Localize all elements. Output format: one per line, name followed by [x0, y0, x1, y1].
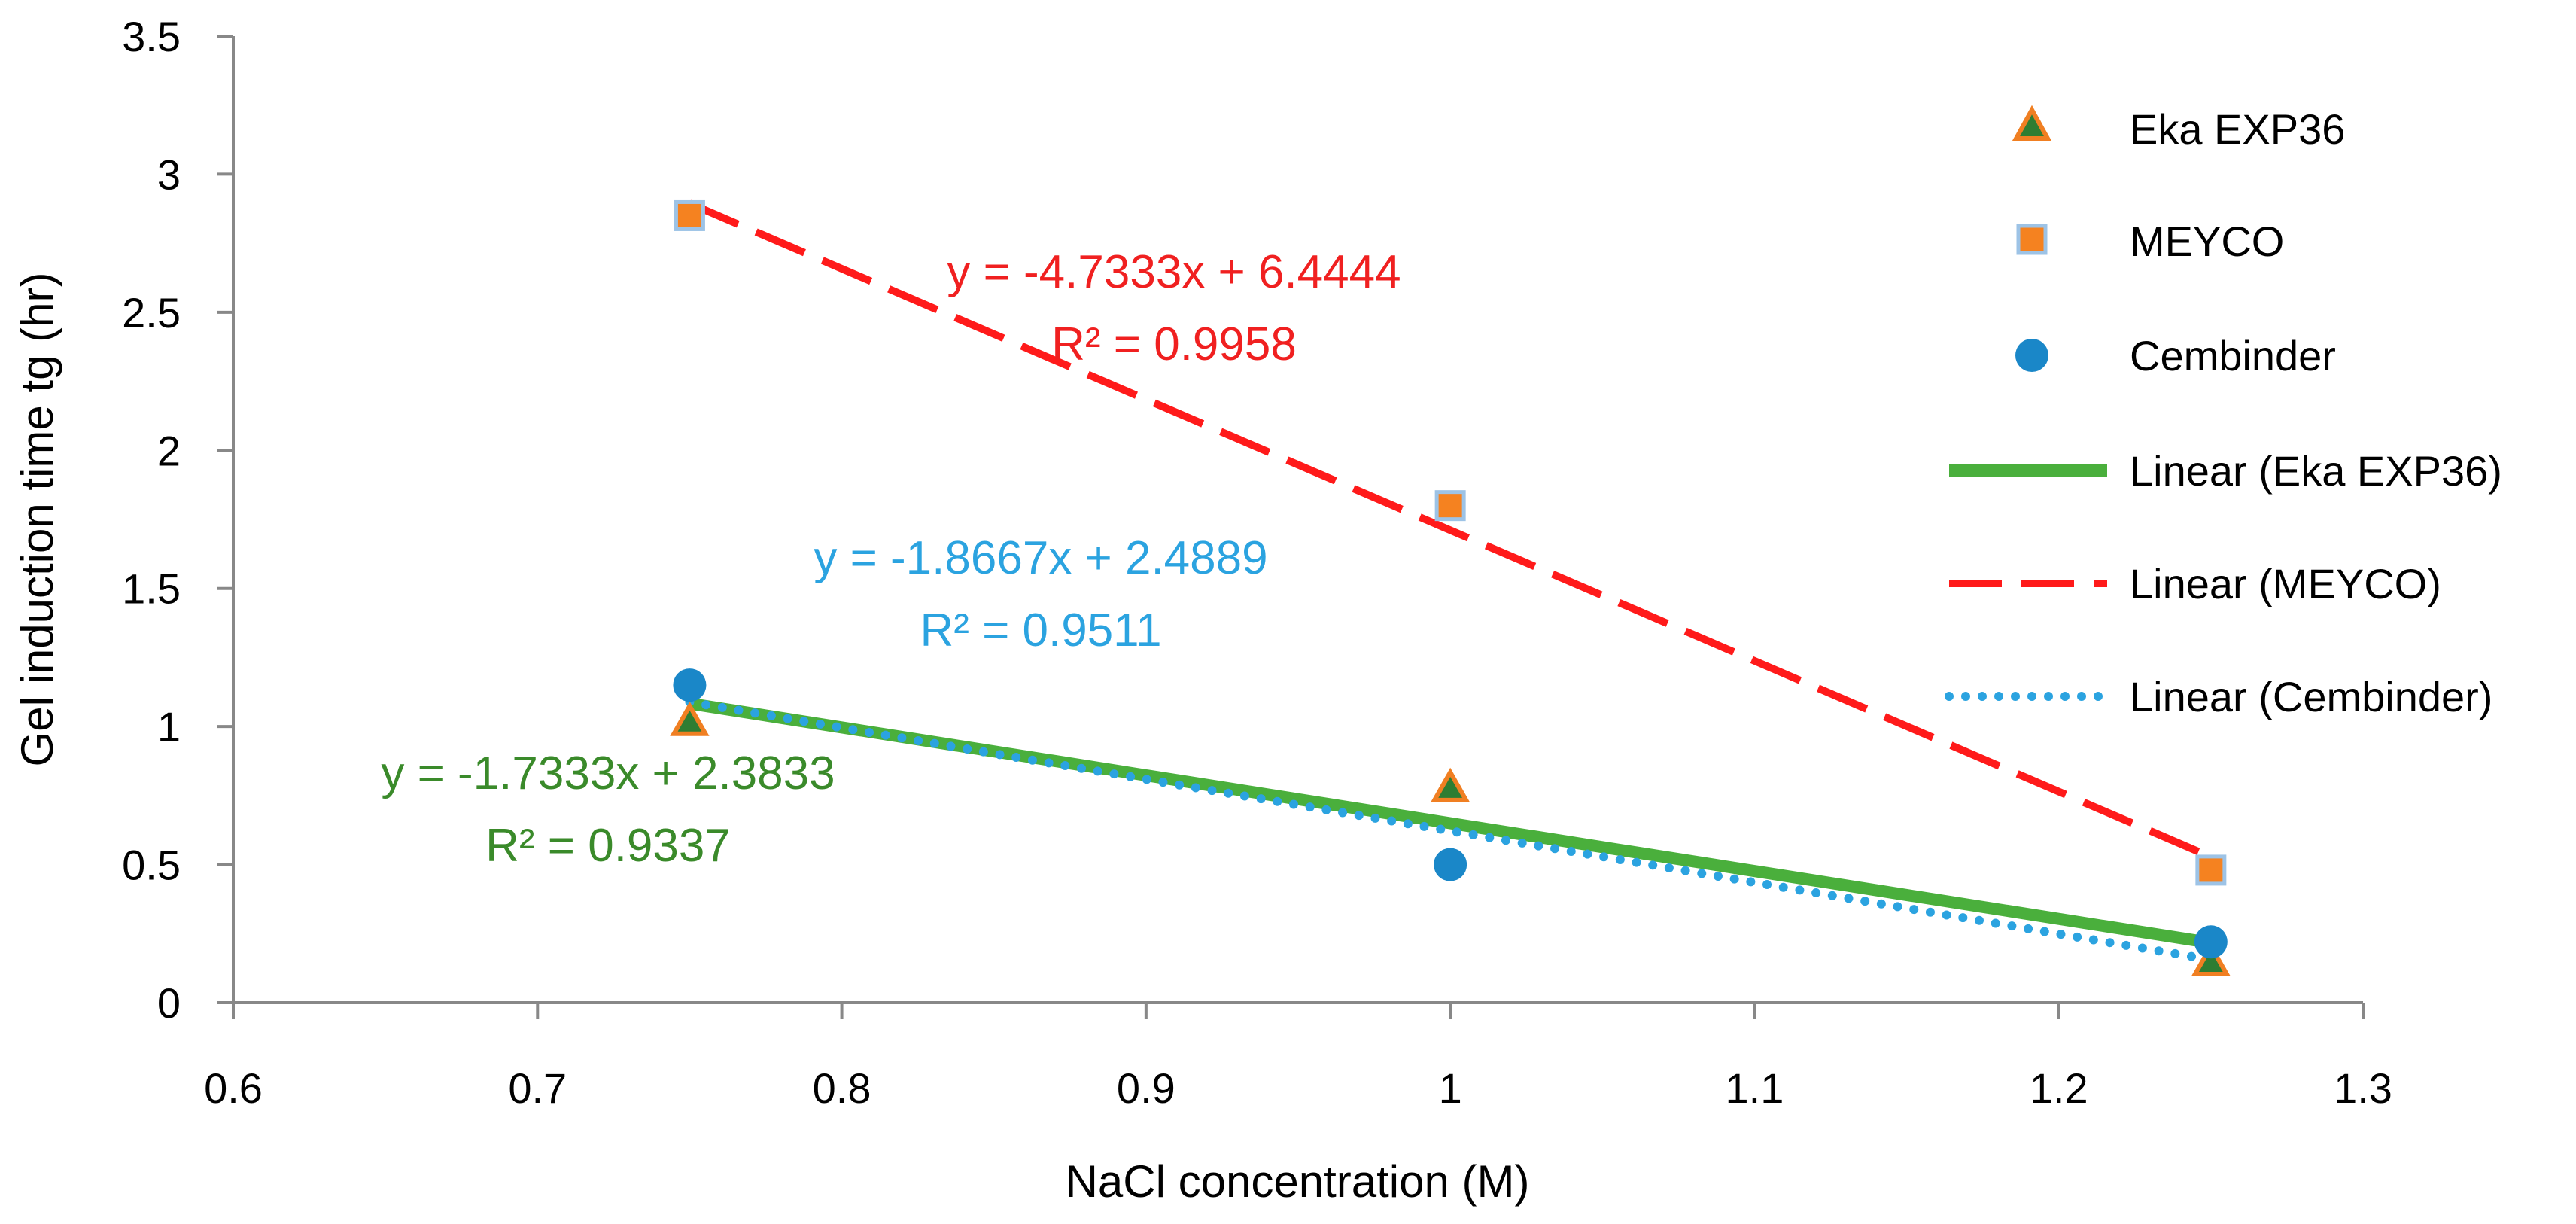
x-axis-ticks: 0.6 0.7 0.8 0.9 1 1.1 1.2 1.3 — [204, 1003, 2392, 1112]
x-axis-title: NaCl concentration (M) — [1066, 1156, 1530, 1207]
meyco-data-point — [2195, 854, 2227, 886]
legend-label-eka: Eka EXP36 — [2130, 105, 2345, 153]
eka-trend-label: y = -1.7333x + 2.3833 R² = 0.9337 — [381, 747, 835, 872]
cembinder-data-point — [2194, 925, 2228, 959]
y-tick-label: 0 — [157, 979, 181, 1027]
legend-label-linear-meyco: Linear (MEYCO) — [2130, 560, 2441, 607]
trendlines — [685, 199, 2216, 964]
y-tick-label: 2 — [157, 427, 181, 474]
legend-item-cembinder[interactable]: Cembinder — [2015, 332, 2336, 379]
cembinder-r2: R² = 0.9511 — [920, 604, 1161, 656]
legend-square-icon — [2016, 224, 2048, 255]
legend-triangle-icon — [2012, 105, 2052, 141]
legend-label-linear-eka: Linear (Eka EXP36) — [2130, 447, 2502, 495]
y-tick-label: 1 — [157, 703, 181, 751]
legend: Eka EXP36 MEYCO Cembinder Linear (Eka EX… — [1945, 105, 2502, 720]
x-tick-label: 1.2 — [2030, 1064, 2088, 1112]
legend-item-linear-cembinder[interactable]: Linear (Cembinder) — [1945, 673, 2492, 720]
legend-item-eka[interactable]: Eka EXP36 — [2012, 105, 2345, 153]
x-tick-label: 1.3 — [2334, 1064, 2392, 1112]
cembinder-data-point — [1434, 848, 1467, 881]
meyco-r2: R² = 0.9958 — [1051, 318, 1297, 370]
legend-label-meyco: MEYCO — [2130, 218, 2284, 265]
cembinder-data-point — [673, 668, 707, 702]
x-tick-label: 0.6 — [204, 1064, 263, 1112]
y-tick-label: 2.5 — [122, 289, 181, 336]
x-tick-label: 0.8 — [813, 1064, 871, 1112]
y-axis-title: Gel induction time tg (hr) — [12, 273, 62, 767]
trendline-meyco — [688, 199, 2213, 860]
legend-label-cembinder: Cembinder — [2130, 332, 2336, 379]
legend-item-linear-eka[interactable]: Linear (Eka EXP36) — [1949, 447, 2502, 495]
cembinder-trend-label: y = -1.8667x + 2.4889 R² = 0.9511 — [814, 532, 1267, 656]
y-tick-label: 0.5 — [122, 842, 181, 889]
legend-item-linear-meyco[interactable]: Linear (MEYCO) — [1949, 560, 2441, 607]
eka-data-point — [670, 701, 710, 736]
eka-r2: R² = 0.9337 — [485, 820, 731, 872]
trendline-eka — [689, 697, 2213, 949]
eka-data-point — [1430, 767, 1470, 802]
y-tick-label: 3.5 — [122, 13, 181, 60]
meyco-data-point — [1434, 490, 1466, 522]
x-tick-label: 1.1 — [1725, 1064, 1784, 1112]
y-axis-ticks: 0 0.5 1 1.5 2 2.5 3 3.5 — [122, 13, 233, 1027]
y-tick-label: 3 — [157, 151, 181, 198]
meyco-data-point — [674, 199, 705, 231]
eka-equation: y = -1.7333x + 2.3833 — [381, 747, 835, 799]
legend-item-meyco[interactable]: MEYCO — [2016, 218, 2284, 265]
y-tick-label: 1.5 — [122, 565, 181, 613]
legend-circle-icon — [2015, 339, 2048, 372]
x-tick-label: 0.9 — [1117, 1064, 1175, 1112]
x-tick-label: 1 — [1439, 1064, 1462, 1112]
data-markers — [670, 199, 2231, 976]
cembinder-equation: y = -1.8667x + 2.4889 — [814, 532, 1267, 584]
legend-label-linear-cembinder: Linear (Cembinder) — [2130, 673, 2492, 720]
x-tick-label: 0.7 — [508, 1064, 567, 1112]
meyco-trend-label: y = -4.7333x + 6.4444 R² = 0.9958 — [947, 246, 1401, 370]
eka-data-point — [2191, 941, 2231, 976]
meyco-equation: y = -4.7333x + 6.4444 — [947, 246, 1401, 298]
